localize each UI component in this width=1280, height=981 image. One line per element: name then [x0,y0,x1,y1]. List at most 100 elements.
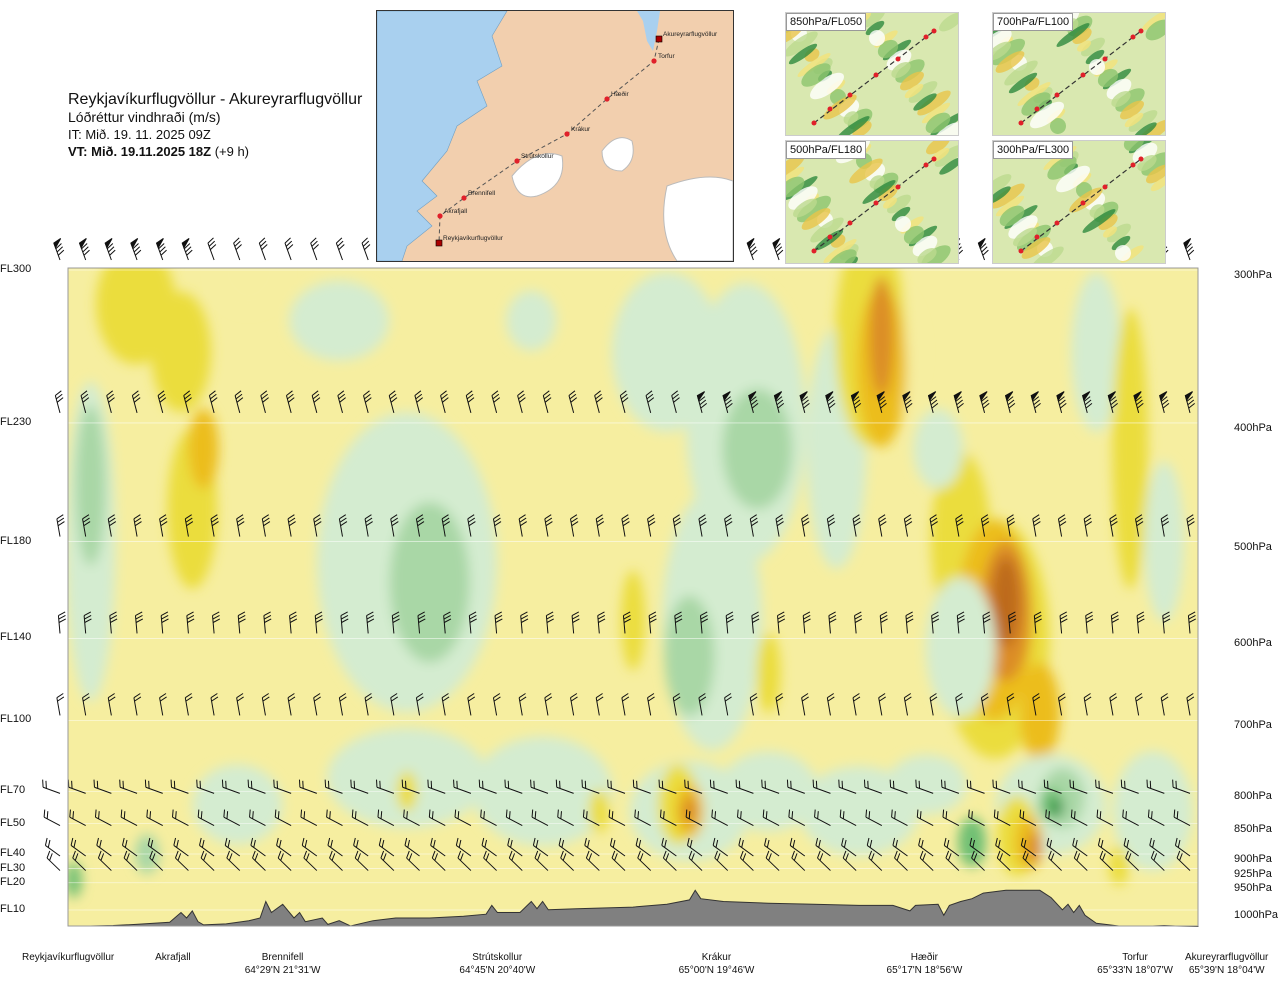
wind-barb-low2-36 [969,837,985,857]
wind-barb-0-6 [207,237,217,261]
wind-barb-low3-16 [457,850,472,871]
wind-barb-low2-11 [327,837,343,857]
mini-map-patch [993,183,1025,209]
wind-barb-low0-30 [812,779,831,794]
wind-barb-low3-39 [1048,850,1062,871]
route-title: Reykjavíkurflugvöllur - Akureyrarflugvöl… [68,91,363,108]
mini-map-patch [891,62,911,78]
mini-map-700-canvas [993,13,1165,135]
wind-barb-low1-27 [737,809,754,827]
flight-level-label: FL300 [0,263,32,275]
mini-map-patch [921,102,951,124]
mini-map-patch [786,166,805,188]
wind-barb-0-1 [78,238,90,261]
wind-barb-4-42 [1135,693,1143,716]
wind-barb-1-35 [953,391,964,414]
location-name: Torfur [1122,952,1148,963]
pressure-level-label: 1000hPa [1234,909,1279,921]
wind-barb-4-37 [1006,693,1015,716]
wind-barb-2-10 [313,514,322,537]
wind-barb-2-15 [441,514,450,537]
flight-level-label: FL140 [0,631,32,644]
mini-map-patch [836,116,870,135]
valid-time-bold: VT: Mið. 19.11.2025 18Z [68,144,212,159]
mini-map-patch [1056,23,1090,47]
wind-barb-4-21 [595,693,604,716]
wind-barb-low2-42 [1123,837,1139,857]
wind-barb-low0-20 [555,779,574,794]
map-fjord [637,11,660,51]
wind-barb-1-44 [1184,391,1196,414]
wind-barb-low3-10 [303,850,318,871]
mini-map-patch [995,51,1025,73]
wind-barb-low2-17 [481,837,497,857]
mini-map-patch [1141,152,1165,176]
map-sea [377,11,508,261]
wind-barb-2-20 [570,514,579,537]
mini-map-waypoint [847,220,853,226]
wind-barb-low0-38 [1018,779,1037,794]
wind-barb-2-32 [878,514,887,537]
wind-barb-2-12 [364,514,373,537]
wind-barb-2-27 [749,514,759,537]
mini-map-patch [796,195,832,223]
terrain-profile [68,889,1199,928]
field-patch-30 [1112,308,1149,589]
wind-barb-low2-44 [1174,837,1191,857]
location-name: Krákur [701,952,732,963]
mini-map-waypoint [827,106,833,112]
wind-barb-low1-14 [403,809,420,827]
wind-barb-low0-6 [196,779,215,794]
wind-barb-2-38 [1032,514,1041,537]
flight-level-label: FL10 [0,903,26,915]
wind-barb-4-11 [338,693,347,716]
field-patch-4 [213,268,284,310]
wind-barb-low3-43 [1150,850,1165,871]
wind-barb-2-4 [159,514,168,537]
variable-subtitle: Lóðréttur vindhraði (m/s) [68,109,221,125]
mini-map-waypoint [1138,28,1144,34]
route-map: Akureyrarflugvöllur Torfur Hæðir Krákur Strú… [376,10,734,262]
wind-barb-low2-21 [584,837,600,857]
wind-barb-low3-6 [200,850,215,871]
mini-map-patch [1115,245,1131,261]
wind-barb-low1-23 [634,809,651,827]
location-label: Akureyrarflugvöllur 65°39'N 18°04'W [1185,951,1268,977]
wind-barb-2-9 [287,514,296,537]
wind-barb-4-20 [570,693,578,716]
mini-map-waypoint [895,184,901,190]
mini-map-patch [786,154,805,180]
pressure-level-label: 500hPa [1234,540,1272,553]
wind-barb-low3-32 [868,850,883,871]
wind-barb-3-10 [314,611,323,634]
wind-barb-3-42 [1136,611,1145,634]
wind-barb-2-23 [647,514,656,537]
mini-map-route [813,30,935,124]
wind-barb-low3-44 [1176,850,1191,871]
wind-barb-1-19 [542,390,552,414]
wind-barb-2-29 [801,514,810,537]
mini-map-patch [1089,59,1105,75]
wind-barb-low3-34 [919,850,934,871]
map-waypoint-marker [651,58,657,64]
wind-barb-low3-41 [1099,850,1114,871]
wind-barb-3-20 [571,611,580,634]
wind-barb-low2-40 [1072,837,1088,857]
wind-barb-3-39 [1059,611,1068,634]
wind-barb-low2-7 [224,837,241,857]
wind-barb-4-5 [184,693,193,716]
mini-map-waypoint [1130,162,1136,168]
wind-barb-low1-7 [223,809,241,827]
mini-map-waypoint [1018,120,1024,126]
mini-map-850-label: 850hPa/FL050 [786,13,867,31]
mini-map-waypoint [1034,234,1040,240]
map-glacier-east [663,176,733,261]
mini-map-patch [939,13,958,32]
field-patch-57 [1108,845,1129,886]
mini-map-patch [1030,246,1064,263]
mini-map-patch [869,175,885,189]
mini-map-patch [995,195,1025,217]
wind-barb-3-43 [1162,611,1171,634]
wind-barb-1-41 [1107,391,1118,414]
wind-barb-low0-8 [247,779,266,794]
